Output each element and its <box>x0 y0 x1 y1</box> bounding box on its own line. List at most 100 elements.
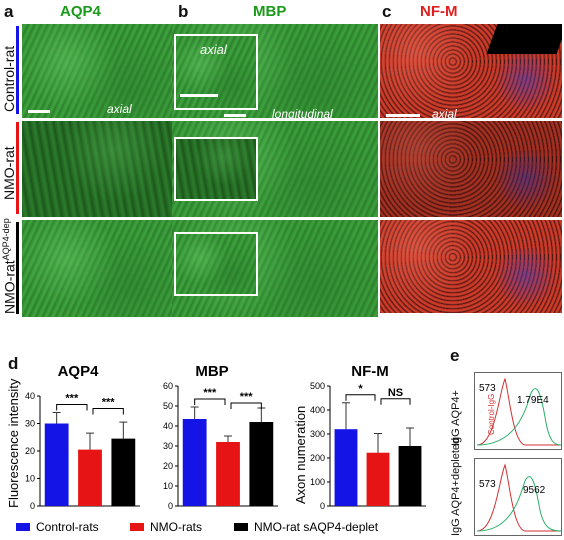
y-tick-label: 400 <box>310 405 325 415</box>
y-tick-label: 0 <box>30 501 35 511</box>
significance-bracket <box>194 398 226 405</box>
significance-bracket <box>92 408 124 415</box>
longitudinal-label: longitudinal <box>272 107 333 118</box>
nfm-depleted-image <box>380 220 562 313</box>
chart-mbp-title: MBP <box>195 363 228 380</box>
panel-title-mbp: MBP <box>253 3 287 20</box>
significance-label: * <box>358 383 363 395</box>
flow-sample-curve <box>476 476 562 532</box>
panel-title-aqp4: AQP4 <box>60 3 101 20</box>
mbp-control-image: axial longitudinal <box>172 24 378 118</box>
panel-title-nfm: NF-M <box>420 3 458 20</box>
scale-bar <box>386 114 420 117</box>
y-tick-label: 200 <box>310 453 325 463</box>
nfm-control-image: axial <box>380 24 562 118</box>
bar-depleted <box>398 446 422 506</box>
legend: Control-rats NMO-rats NMO-rat sAQP4-depl… <box>14 518 454 536</box>
flow-histogram-bottom: 573 9562 <box>474 458 562 536</box>
flow-mfi-ctrl-bottom: 573 <box>479 479 496 490</box>
y-tick-label: 0 <box>168 501 173 511</box>
panel-letter-e: e <box>450 346 460 365</box>
y-tick-label: 30 <box>25 419 35 429</box>
y-tick-label: 0 <box>320 501 325 511</box>
chart-aqp4: AQP4 <box>58 363 100 380</box>
axial-label: axial <box>107 102 132 116</box>
y-tick-label: 20 <box>25 446 35 456</box>
significance-label: *** <box>240 391 254 403</box>
scale-bar <box>28 110 50 113</box>
flow-svg-top: 573 1.79E4 Control-IgG <box>476 377 562 446</box>
bar-nmo <box>216 442 240 506</box>
significance-label: NS <box>388 387 403 399</box>
legend-swatch-control <box>16 523 30 531</box>
row-label-nmo: NMO-rat <box>1 146 17 200</box>
flow-ctrl-curve <box>476 377 561 446</box>
y-tick-label: 300 <box>310 429 325 439</box>
mbp-inset: axial <box>174 34 258 110</box>
axial-label: axial <box>432 107 457 118</box>
chart-mbp: MBP <box>195 363 228 380</box>
legend-swatch-depleted <box>234 523 248 531</box>
significance-bracket <box>380 398 411 405</box>
bar-control <box>334 429 358 506</box>
y-tick-label: 10 <box>163 481 173 491</box>
significance-label: *** <box>102 397 116 409</box>
y-tick-label: 60 <box>163 381 173 391</box>
flow-ctrl-curve <box>476 463 561 532</box>
y-tick-label: 40 <box>25 391 35 401</box>
flow-mfi-sample-top: 1.79E4 <box>517 395 549 406</box>
aqp4-depleted-image <box>22 220 174 317</box>
significance-label: *** <box>203 387 217 399</box>
depleted-row-bar <box>16 222 19 314</box>
row-label-depleted: NMO-ratAQP4-dep <box>1 218 18 314</box>
control-row-bar <box>16 26 19 114</box>
significance-label: *** <box>65 393 79 405</box>
flow-mfi-ctrl-top: 573 <box>479 383 496 394</box>
legend-label-depleted: NMO-rat sAQP4-deplet <box>254 520 379 534</box>
significance-bracket <box>345 394 376 401</box>
y-tick-label: 10 <box>25 474 35 484</box>
bar-depleted <box>111 438 136 506</box>
bar-depleted <box>249 422 274 506</box>
flow-mfi-sample-bottom: 9562 <box>523 485 546 496</box>
row-label-control: Control-rat <box>1 45 17 112</box>
chart-nfm-title: NF-M <box>351 363 389 380</box>
bar-nmo <box>366 452 390 506</box>
bar-control <box>182 419 207 506</box>
panel-letter-c: c <box>382 2 392 21</box>
mbp-inset <box>174 232 258 296</box>
y-tick-label: 500 <box>310 381 325 391</box>
flow-histogram-top: 573 1.79E4 Control-IgG <box>474 372 562 450</box>
bar-charts: AQP4 MBP NF-M Fluorescence intensity Axo… <box>6 363 426 511</box>
significance-bracket <box>230 402 262 409</box>
chart-nfm: NF-M <box>351 363 389 380</box>
y-tick-label: 100 <box>310 477 325 487</box>
flow-svg-bottom: 573 9562 <box>476 463 562 532</box>
aqp4-control-image: axial <box>22 24 174 118</box>
ylabel-nfm: Axon numeration <box>293 406 308 504</box>
bar-nmo <box>78 449 102 506</box>
scale-bar <box>224 114 246 117</box>
aqp4-nmo-image <box>22 121 174 217</box>
legend-label-control: Control-rats <box>36 520 99 534</box>
nmo-row-bar <box>16 122 19 214</box>
legend-label-nmo: NMO-rats <box>150 520 202 534</box>
panel-letter-a: a <box>4 2 14 21</box>
panel-letter-b: b <box>178 2 189 21</box>
ylabel-aqp4: Fluorescence intensity <box>6 378 21 508</box>
bar-control <box>44 423 69 506</box>
significance-bracket <box>56 404 88 411</box>
panel-letter-d: d <box>8 354 19 373</box>
y-tick-label: 30 <box>163 441 173 451</box>
mbp-nmo-image <box>172 121 378 217</box>
y-tick-label: 50 <box>163 401 173 411</box>
y-tick-label: 20 <box>163 461 173 471</box>
nfm-nmo-image <box>380 121 562 217</box>
flow-sample-curve <box>476 388 562 446</box>
mbp-inset <box>174 137 258 201</box>
flow-ylabel-bottom: IgG AQP4+depleted <box>450 437 462 536</box>
flow-ctrl-label: Control-IgG <box>487 394 496 435</box>
mbp-depleted-image <box>172 220 378 317</box>
legend-swatch-nmo <box>130 523 144 531</box>
chart-aqp4-title: AQP4 <box>58 363 100 380</box>
